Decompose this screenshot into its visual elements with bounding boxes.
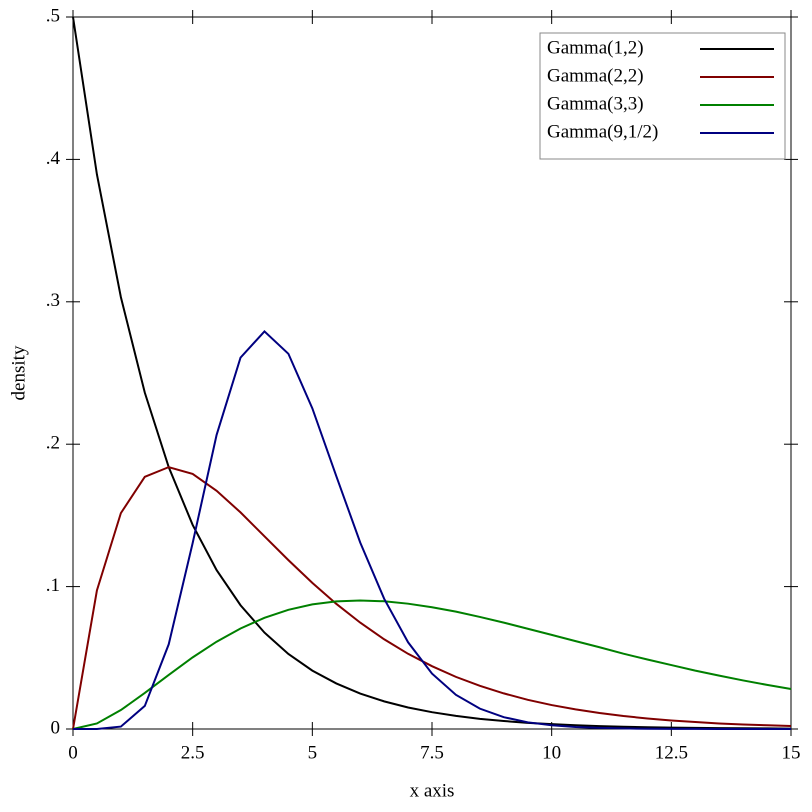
x-tick-label: 5 <box>308 742 318 763</box>
y-tick-label: .2 <box>46 433 60 454</box>
legend-label: Gamma(2,2) <box>547 65 644 86</box>
y-axis-label: density <box>8 345 29 400</box>
legend-box <box>539 32 786 160</box>
x-tick-label: 0 <box>68 742 78 763</box>
x-tick-label: 12.5 <box>655 742 688 763</box>
y-tick-label: .5 <box>46 5 60 26</box>
series-line <box>73 329 791 730</box>
x-tick-label: 10 <box>542 742 561 763</box>
legend: Gamma(1,2) Gamma(2,2) Gamma(3,3) Gamma(9,1/… <box>539 32 786 160</box>
x-axis-label: x axis <box>410 780 455 801</box>
y-tick-label: .1 <box>46 575 60 596</box>
series-line <box>72 466 792 730</box>
y-tick-label: .4 <box>46 148 61 169</box>
x-tick-label: 2.5 <box>181 742 205 763</box>
legend-label: Gamma(3,3) <box>547 93 644 114</box>
series-line <box>72 16 792 730</box>
series-line <box>72 599 792 730</box>
legend-label: Gamma(1,2) <box>547 37 644 58</box>
legend-label: Gamma(9,1/2) <box>547 121 658 142</box>
y-tick-label: 0 <box>51 717 61 738</box>
x-tick-label: 15 <box>782 742 801 763</box>
x-tick-label: 7.5 <box>420 742 444 763</box>
y-tick-label: .3 <box>46 290 60 311</box>
